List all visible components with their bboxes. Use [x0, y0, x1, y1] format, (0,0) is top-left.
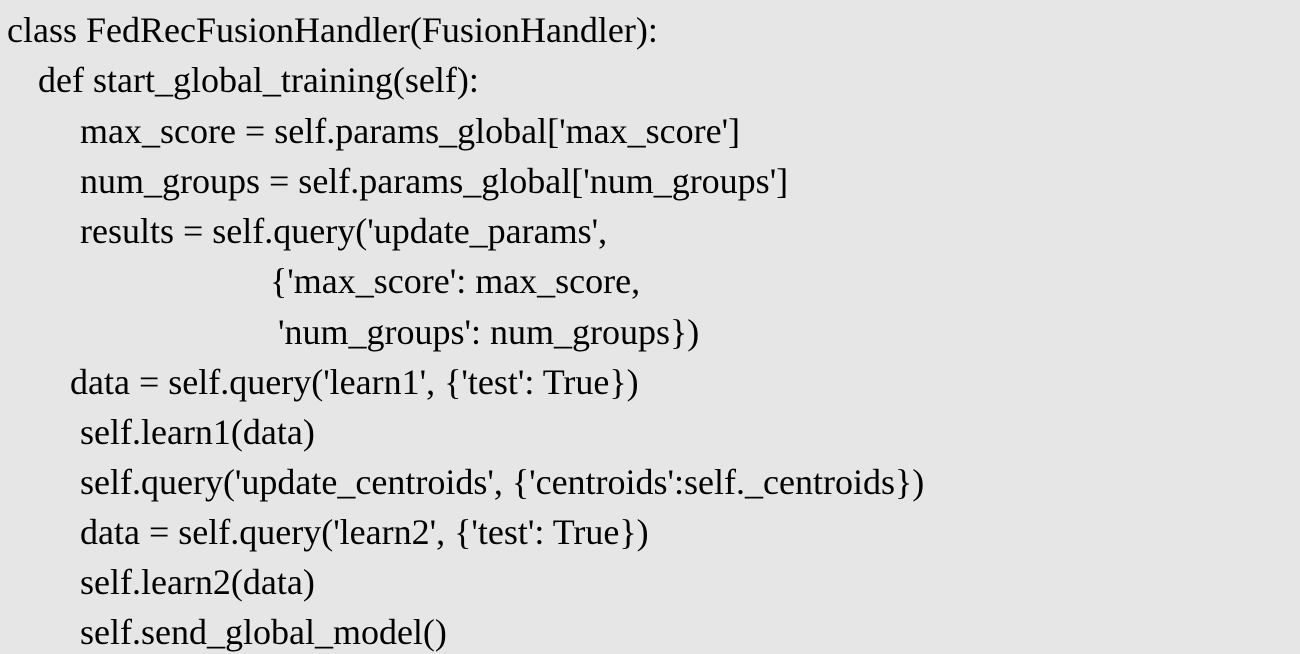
code-line-params-max-score: {'max_score': max_score,	[270, 261, 641, 301]
code-line-class-def: class FedRecFusionHandler(FusionHandler)…	[7, 10, 658, 50]
code-line-send-global-model: self.send_global_model()	[80, 612, 447, 652]
code-line-params-num-groups: 'num_groups': num_groups})	[278, 312, 700, 352]
code-line-method-def: def start_global_training(self):	[38, 60, 479, 100]
code-line-results-query: results = self.query('update_params',	[80, 211, 608, 251]
code-line-learn1-call: self.learn1(data)	[80, 412, 315, 452]
code-line-learn2-call: self.learn2(data)	[80, 562, 315, 602]
code-line-num-groups: num_groups = self.params_global['num_gro…	[80, 161, 789, 201]
code-line-learn1-query: data = self.query('learn1', {'test': Tru…	[70, 362, 639, 402]
code-line-learn2-query: data = self.query('learn2', {'test': Tru…	[80, 512, 649, 552]
code-line-update-centroids: self.query('update_centroids', {'centroi…	[80, 462, 925, 502]
code-line-max-score: max_score = self.params_global['max_scor…	[80, 111, 741, 151]
